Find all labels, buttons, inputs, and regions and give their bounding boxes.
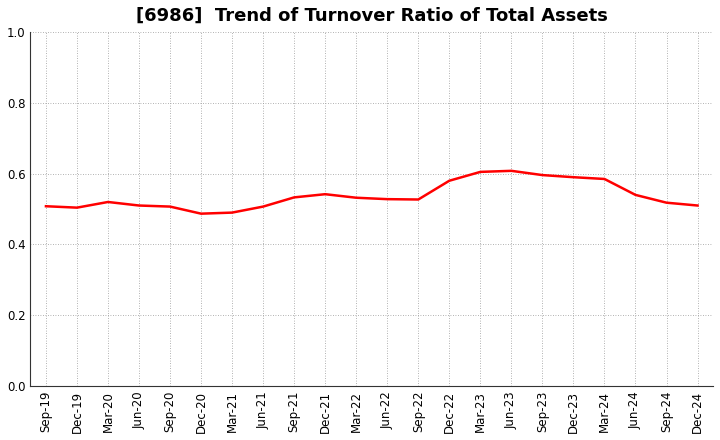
Title: [6986]  Trend of Turnover Ratio of Total Assets: [6986] Trend of Turnover Ratio of Total … bbox=[136, 7, 608, 25]
